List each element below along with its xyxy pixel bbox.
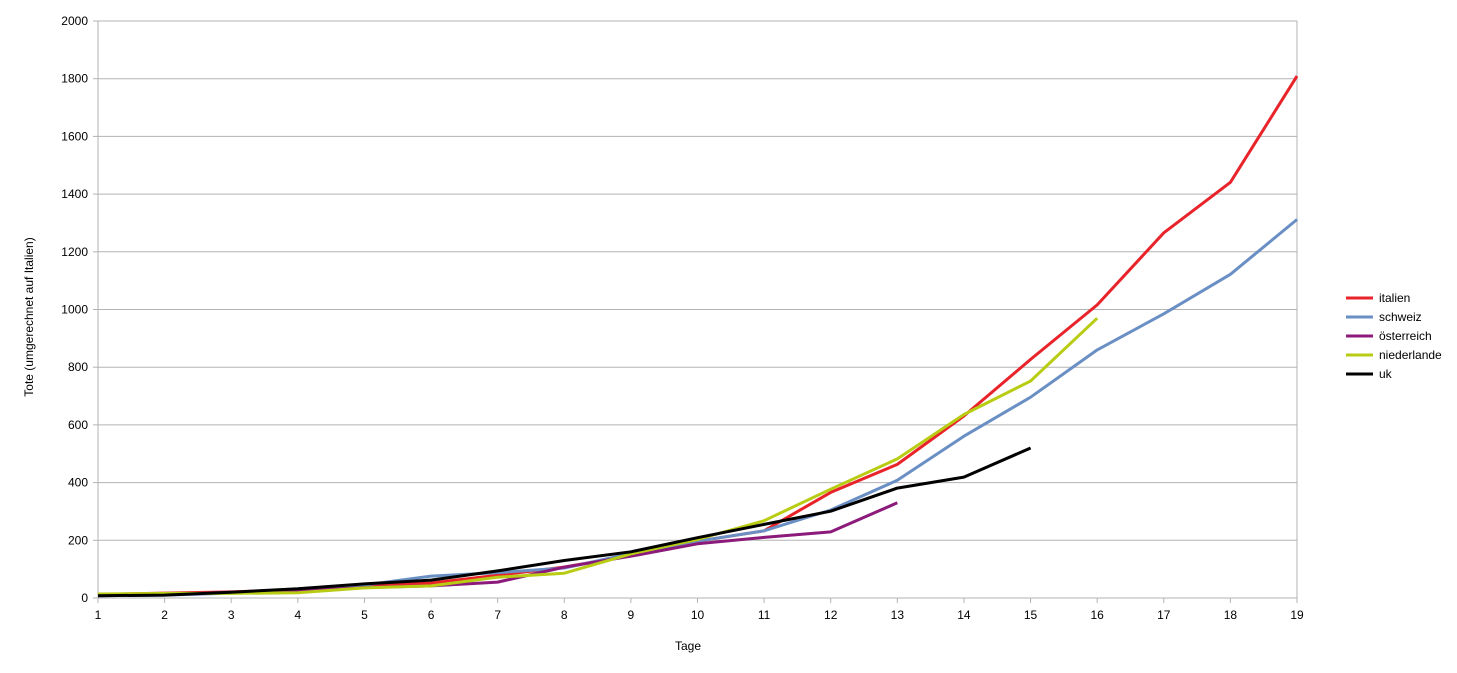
x-tick-label: 17 — [1157, 608, 1171, 622]
x-tick-label: 10 — [691, 608, 705, 622]
legend-label: uk — [1379, 367, 1393, 381]
x-tick-label: 12 — [824, 608, 838, 622]
data-series — [97, 75, 1299, 598]
x-tick-label: 8 — [561, 608, 568, 622]
legend-label: niederlande — [1379, 348, 1442, 362]
x-tick-label: 1 — [95, 608, 102, 622]
y-tick-label: 600 — [68, 418, 88, 432]
series-line-österreich — [98, 501, 898, 596]
y-axis-ticks: 0 200 400 600 800 1000 1200 1400 1600 1800 2000 — [61, 14, 98, 605]
legend-label: schweiz — [1379, 310, 1422, 324]
x-tick-label: 2 — [161, 608, 168, 622]
x-tick-label: 4 — [294, 608, 301, 622]
series-line-niederlande — [97, 317, 1099, 596]
y-tick-label: 0 — [81, 591, 88, 605]
legend-label: italien — [1379, 291, 1410, 305]
y-tick-label: 1400 — [61, 187, 88, 201]
y-tick-label: 400 — [68, 476, 88, 490]
grid-lines — [98, 20, 1297, 599]
series-line-uk — [97, 446, 1032, 598]
legend-label: österreich — [1379, 329, 1432, 343]
x-tick-label: 5 — [361, 608, 368, 622]
x-tick-label: 9 — [628, 608, 635, 622]
x-tick-label: 6 — [428, 608, 435, 622]
y-tick-label: 1200 — [61, 245, 88, 259]
x-tick-label: 11 — [758, 608, 771, 622]
x-tick-label: 19 — [1290, 608, 1304, 622]
x-tick-label: 14 — [957, 608, 971, 622]
y-axis-label: Tote (umgerechnet auf Italien) — [22, 237, 36, 396]
x-tick-label: 13 — [891, 608, 905, 622]
x-tick-label: 18 — [1224, 608, 1238, 622]
legend: italien schweiz österreich niederlande uk — [1346, 291, 1442, 381]
x-tick-label: 3 — [228, 608, 235, 622]
y-tick-label: 1600 — [61, 129, 88, 143]
series-line-italien — [97, 75, 1299, 596]
x-tick-label: 15 — [1024, 608, 1038, 622]
y-tick-label: 1800 — [61, 72, 88, 86]
y-tick-label: 1000 — [61, 303, 88, 317]
x-axis-label: Tage — [675, 639, 701, 653]
x-tick-label: 16 — [1090, 608, 1104, 622]
y-tick-label: 200 — [68, 533, 88, 547]
x-axis-ticks: 1 2 3 4 5 6 7 8 9 10 11 12 13 14 15 16 17 18 19 — [95, 598, 1304, 622]
y-tick-label: 2000 — [61, 14, 88, 28]
y-tick-label: 800 — [68, 360, 88, 374]
x-tick-label: 7 — [494, 608, 501, 622]
